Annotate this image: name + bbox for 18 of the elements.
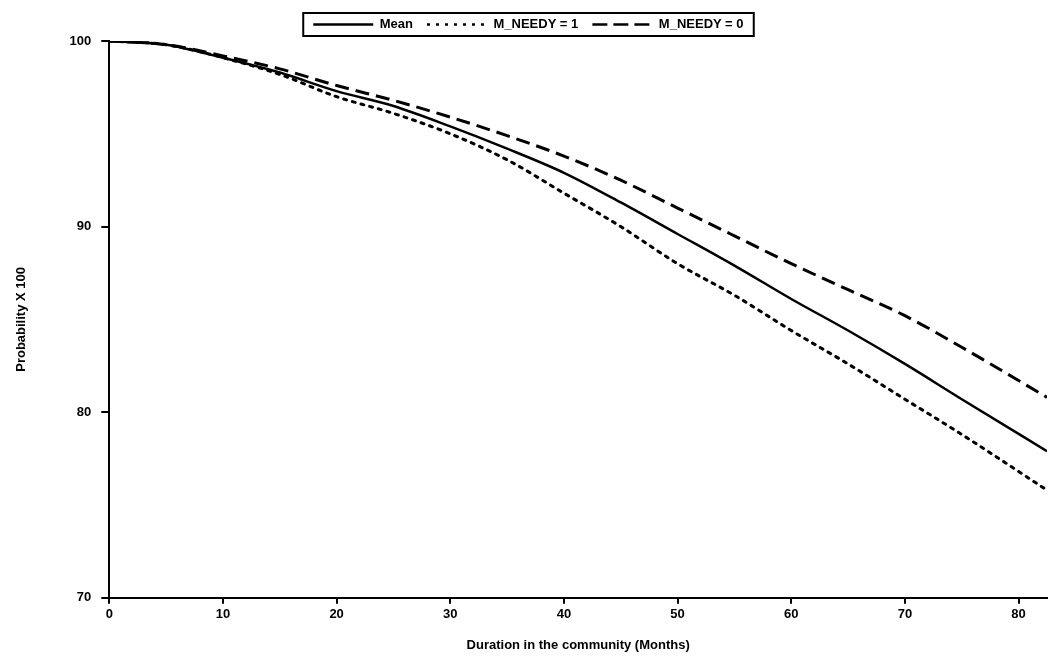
y-tick-label: 90 xyxy=(76,218,92,234)
y-tick-label: 100 xyxy=(69,32,92,48)
legend-label: M_NEEDY = 1 xyxy=(493,16,579,32)
y-tick-label: 70 xyxy=(76,589,92,605)
x-tick-label: 20 xyxy=(329,606,344,622)
x-tick-label: 70 xyxy=(897,606,913,622)
x-tick-label: 30 xyxy=(443,606,458,622)
y-axis-title: Probability X 100 xyxy=(13,267,29,372)
y-tick-label: 80 xyxy=(76,403,92,419)
x-tick-label: 60 xyxy=(784,606,799,622)
x-tick-label: 80 xyxy=(1011,606,1026,622)
x-tick-label: 0 xyxy=(105,606,113,622)
legend-label: M_NEEDY = 0 xyxy=(658,16,744,32)
x-tick-label: 40 xyxy=(556,606,572,622)
x-axis-title: Duration in the community (Months) xyxy=(466,636,690,652)
legend-label: Mean xyxy=(379,16,414,32)
x-tick-label: 50 xyxy=(670,606,685,622)
x-tick-label: 10 xyxy=(215,606,231,622)
